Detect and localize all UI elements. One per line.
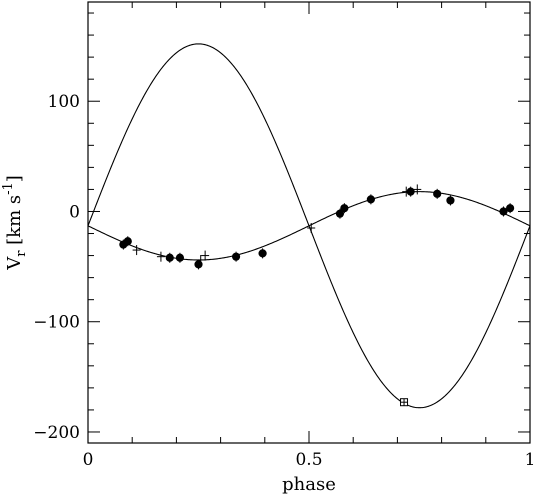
data-point-cross — [413, 184, 422, 195]
data-point-filled — [175, 253, 185, 262]
orbit-curves — [87, 43, 531, 409]
y-axis-title-close: ] — [4, 175, 25, 182]
y-axis-title-base: V — [4, 256, 25, 271]
data-point-filled — [123, 237, 132, 246]
axis-ticks — [87, 2, 531, 443]
data-point-filled — [446, 196, 455, 205]
orbit-curve-2 — [87, 191, 531, 261]
data-point-filled — [433, 189, 442, 198]
data-points — [119, 184, 515, 407]
data-point-filled — [340, 204, 349, 213]
data-point-filled — [506, 204, 515, 213]
y-tick-label: 0 — [69, 202, 80, 222]
data-point-cross — [307, 223, 316, 234]
data-point-filled — [499, 207, 508, 216]
y-tick-label: −100 — [33, 313, 80, 333]
y-axis-title-unit: [km s — [4, 195, 25, 251]
y-axis-title: Vr [km s-1] — [1, 175, 29, 271]
data-point-cross — [196, 254, 205, 265]
data-point-cross — [156, 251, 165, 262]
plot-frame — [87, 1, 531, 444]
x-axis-title: phase — [282, 474, 336, 494]
y-axis-title-sub: r — [14, 250, 29, 257]
x-tick-label: 0 — [83, 450, 94, 470]
data-point-filled — [258, 249, 267, 258]
y-tick-label: −200 — [33, 423, 80, 443]
data-point-open-square — [400, 398, 409, 407]
data-point-cross — [402, 186, 411, 197]
y-axis-title-exp: -1 — [1, 182, 16, 195]
x-tick-label: 1 — [525, 450, 534, 470]
y-tick-label: 100 — [48, 92, 80, 112]
data-point-cross — [132, 245, 141, 256]
data-point-filled — [165, 253, 174, 262]
data-point-filled — [335, 209, 345, 218]
data-point-filled — [231, 252, 241, 261]
tick-labels: 0 0.5 1 −200 −100 0 100 — [33, 92, 534, 470]
x-tick-label: 0.5 — [295, 450, 322, 470]
data-point-filled — [366, 195, 375, 204]
data-point-cross — [201, 250, 210, 261]
